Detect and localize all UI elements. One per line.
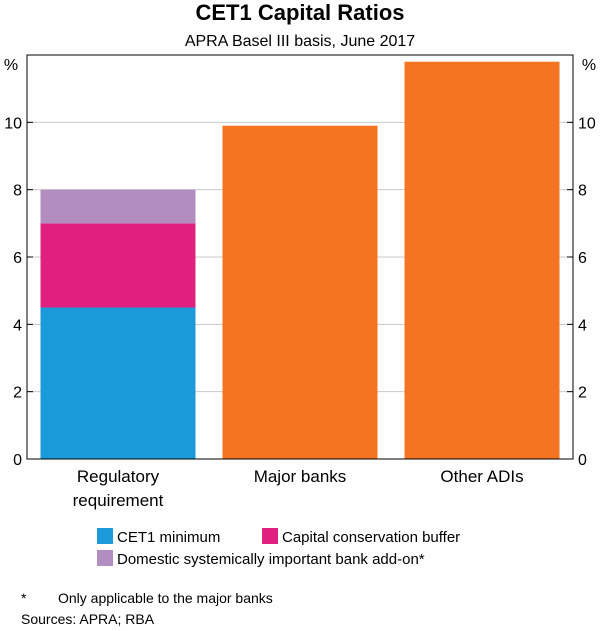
right-axis-unit: %	[582, 57, 596, 74]
right-tick-label-2: 2	[578, 385, 587, 402]
legend-label-dsib-add-on: Domestic systemically important bank add…	[117, 551, 425, 568]
chart-title: CET1 Capital Ratios	[195, 0, 404, 25]
bar-regulatory-requirement-cet1-minimum	[40, 307, 196, 459]
sources-note: Sources: APRA; RBA	[21, 611, 155, 627]
bar-regulatory-requirement-domestic-systemically-important-bank-add-on	[40, 189, 196, 224]
left-axis-unit: %	[4, 57, 18, 74]
legend: CET1 minimum Capital conservation buffer…	[97, 528, 460, 568]
left-tick-label-10: 10	[4, 115, 22, 132]
bar-major-banks-cet1-ratio	[222, 125, 378, 459]
left-tick-label-6: 6	[13, 250, 22, 267]
right-tick-label-4: 4	[578, 317, 587, 334]
bars	[40, 61, 560, 459]
left-tick-label-2: 2	[13, 385, 22, 402]
legend-label-cet1-minimum: CET1 minimum	[117, 529, 220, 546]
left-tick-label-8: 8	[13, 183, 22, 200]
category-label-regulatory-requirement: Regulatory requirement	[73, 467, 164, 510]
right-tick-labels: 0 2 4 6 8 10	[578, 115, 596, 469]
left-tick-label-0: 0	[13, 452, 22, 469]
category-label-other-adis: Other ADIs	[440, 467, 523, 486]
right-tick-label-10: 10	[578, 115, 596, 132]
right-tick-label-6: 6	[578, 250, 587, 267]
category-labels: Regulatory requirement Major banks Other AD…	[73, 467, 524, 510]
left-tick-labels: 0 2 4 6 8 10	[4, 115, 22, 469]
bar-other-adis-cet1-ratio	[404, 61, 560, 459]
left-tick-label-4: 4	[13, 317, 22, 334]
footnote-text: Only applicable to the major banks	[58, 590, 273, 606]
legend-swatch-dsib-add-on	[97, 550, 113, 566]
axis-ticks	[27, 121, 573, 460]
right-tick-label-0: 0	[578, 452, 587, 469]
legend-label-capital-conservation-buffer: Capital conservation buffer	[282, 529, 460, 546]
legend-swatch-cet1-minimum	[97, 528, 113, 544]
chart-subtitle: APRA Basel III basis, June 2017	[185, 33, 415, 50]
footnote-marker: *	[21, 590, 27, 606]
legend-swatch-capital-conservation-buffer	[262, 528, 278, 544]
category-label-major-banks: Major banks	[254, 467, 347, 486]
bar-regulatory-requirement-capital-conservation-buffer	[40, 223, 196, 308]
right-tick-label-8: 8	[578, 183, 587, 200]
